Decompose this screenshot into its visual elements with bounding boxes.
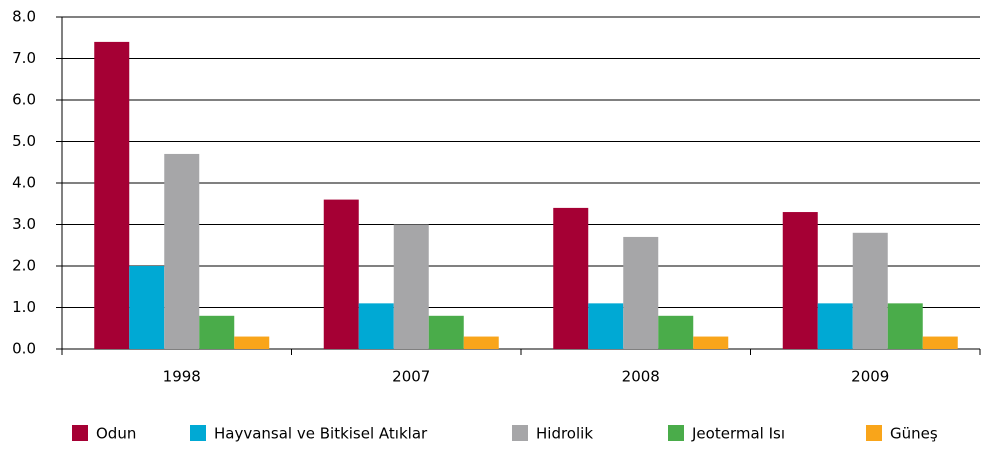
bar: [553, 207, 589, 349]
bar: [234, 336, 270, 349]
y-tick-label: 3.0: [12, 215, 36, 233]
legend-label: Jeotermal Isı: [691, 425, 785, 443]
y-tick-label: 6.0: [12, 91, 36, 109]
legend-label: Hayvansal ve Bitkisel Atıklar: [214, 425, 428, 443]
legend-swatch: [72, 425, 88, 441]
bar: [199, 315, 235, 349]
bar: [129, 266, 165, 349]
x-tick-label: 2009: [851, 368, 889, 386]
bar: [817, 303, 853, 349]
bar: [782, 212, 818, 349]
x-tick-label: 2008: [622, 368, 660, 386]
x-tick-label: 2007: [392, 368, 430, 386]
y-tick-label: 1.0: [12, 298, 36, 316]
bar: [922, 336, 958, 349]
bar: [852, 232, 888, 349]
legend-label: Hidrolik: [536, 425, 593, 443]
legend-label: Odun: [96, 425, 136, 443]
x-tick-label: 1998: [163, 368, 201, 386]
bar: [887, 303, 923, 349]
bar: [358, 303, 394, 349]
legend-swatch: [512, 425, 528, 441]
legend-swatch: [668, 425, 684, 441]
legend-label: Güneş: [890, 425, 938, 443]
bar: [164, 153, 200, 349]
y-tick-label: 5.0: [12, 132, 36, 150]
bar: [323, 199, 359, 349]
bar: [623, 236, 659, 349]
y-tick-label: 2.0: [12, 257, 36, 275]
legend-swatch: [190, 425, 206, 441]
bar: [588, 303, 624, 349]
bar: [463, 336, 499, 349]
legend-swatch: [866, 425, 882, 441]
bar: [393, 224, 429, 349]
y-tick-label: 0.0: [12, 340, 36, 358]
y-tick-label: 4.0: [12, 174, 36, 192]
y-tick-label: 7.0: [12, 49, 36, 67]
y-tick-label: 8.0: [12, 8, 36, 26]
bar: [693, 336, 729, 349]
bar: [658, 315, 694, 349]
bar: [94, 41, 130, 350]
bar: [428, 315, 464, 349]
